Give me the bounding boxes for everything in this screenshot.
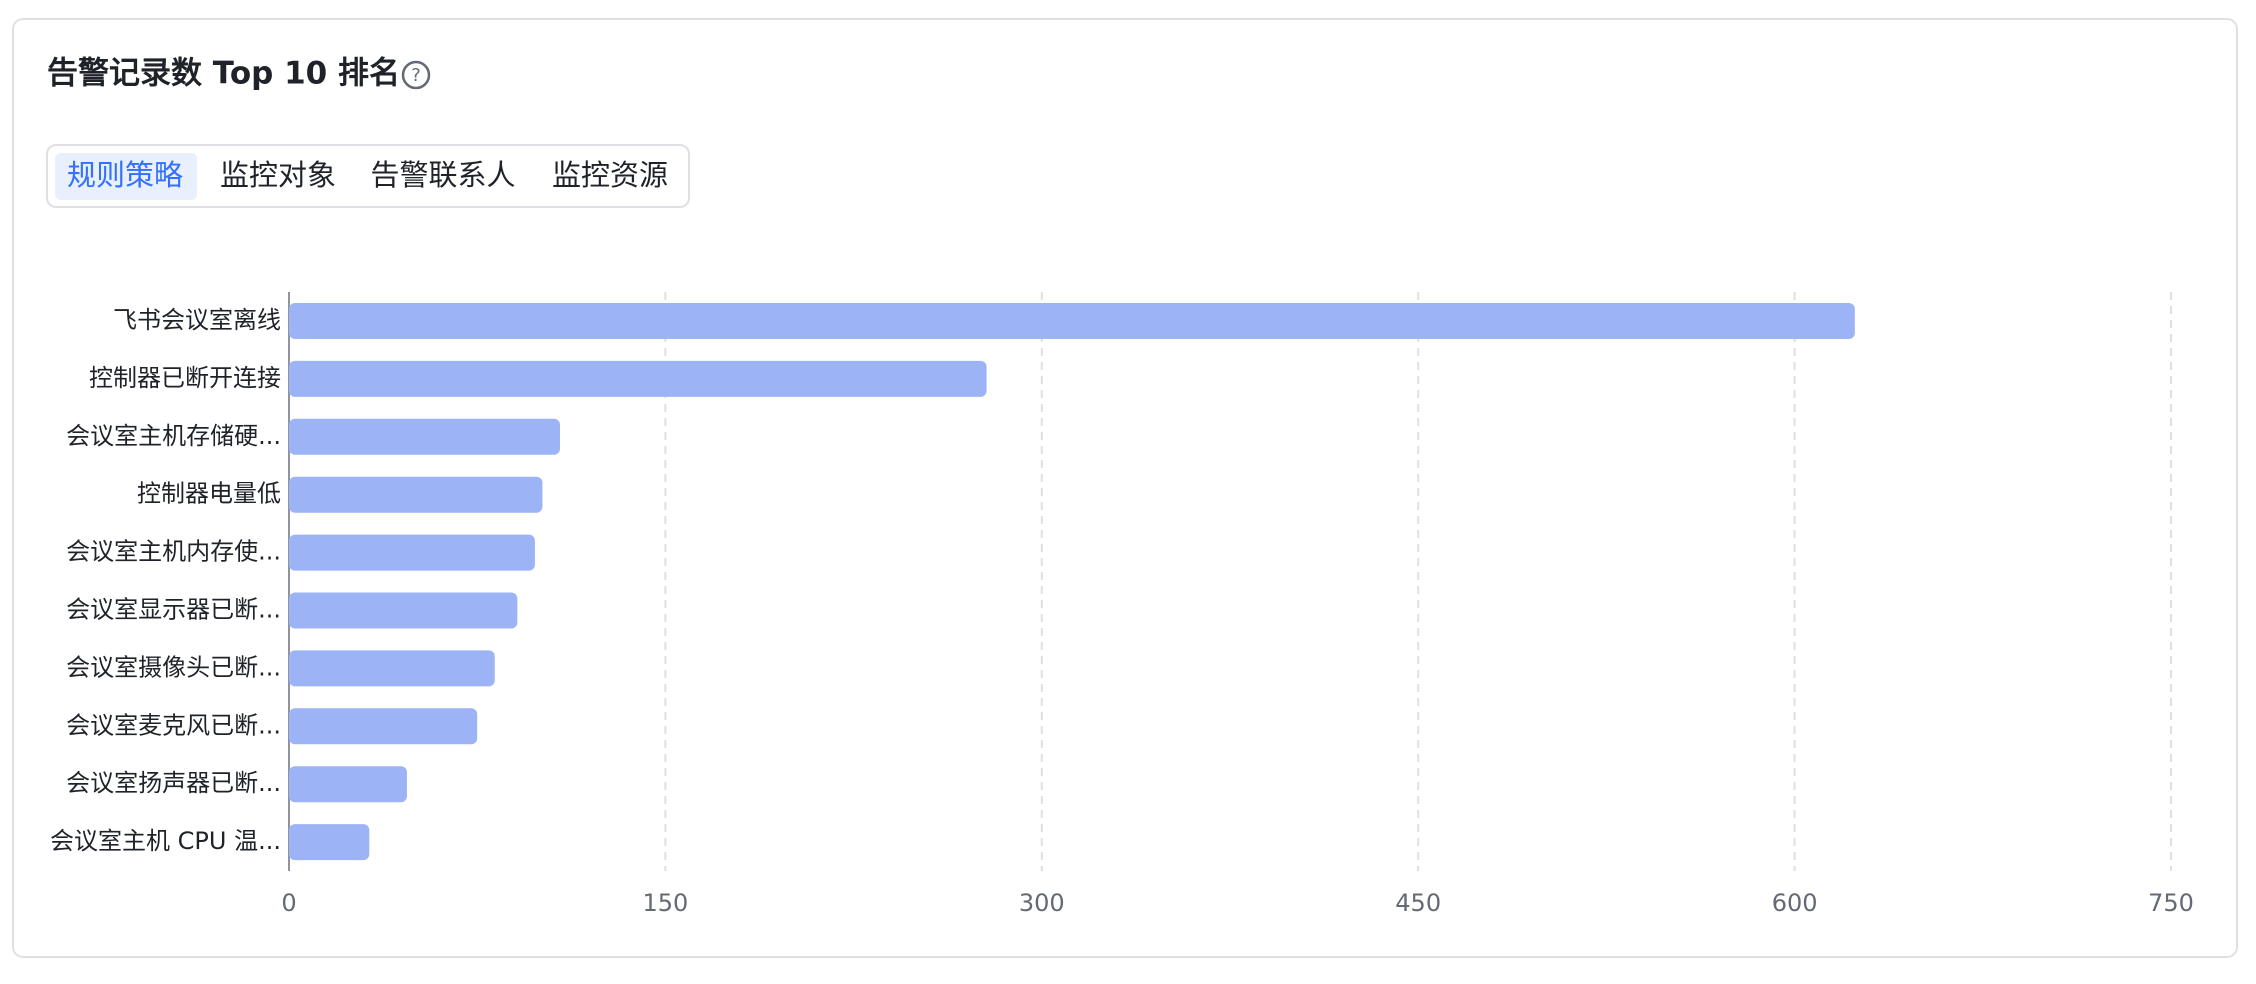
- y-tick-label: 控制器已断开连接: [89, 364, 281, 392]
- x-tick-label: 450: [1395, 889, 1441, 917]
- tab[interactable]: 监控资源: [552, 158, 668, 192]
- tab[interactable]: 监控对象: [220, 158, 336, 192]
- bar: [289, 824, 370, 861]
- y-tick-label: 控制器电量低: [137, 480, 281, 508]
- bar: [289, 303, 1855, 339]
- y-tick-label: 飞书会议室离线: [113, 306, 281, 334]
- y-tick-label: 会议室摄像头已断...: [66, 653, 281, 681]
- bar: [289, 766, 407, 803]
- tab[interactable]: 规则策略: [67, 158, 183, 192]
- bar: [289, 650, 495, 687]
- bar: [289, 592, 518, 629]
- tab[interactable]: 告警联系人: [370, 158, 515, 192]
- bar: [289, 360, 987, 397]
- active-tab-bg: [55, 153, 197, 200]
- x-tick-label: 300: [1019, 889, 1065, 917]
- x-tick-label: 600: [1772, 889, 1818, 917]
- card-border: [12, 18, 2238, 958]
- chart-title: 告警记录数 Top 10 排名: [47, 56, 400, 92]
- tab-group: [46, 144, 690, 208]
- y-tick-label: 会议室显示器已断...: [66, 596, 281, 624]
- bar: [289, 534, 535, 571]
- y-tick-label: 会议室主机 CPU 温...: [50, 827, 281, 855]
- bar: [289, 476, 543, 513]
- svg-text:?: ?: [411, 65, 421, 86]
- bar: [289, 418, 561, 455]
- y-tick-label: 会议室扬声器已断...: [66, 769, 281, 797]
- bar: [289, 708, 478, 745]
- y-tick-label: 会议室主机存储硬...: [66, 422, 281, 450]
- help-icon[interactable]: ?: [401, 60, 431, 90]
- x-tick-label: 750: [2148, 889, 2194, 917]
- y-tick-label: 会议室主机内存使...: [66, 538, 281, 566]
- x-tick-label: 0: [281, 889, 296, 917]
- y-tick-label: 会议室麦克风已断...: [66, 711, 281, 739]
- x-tick-label: 150: [642, 889, 688, 917]
